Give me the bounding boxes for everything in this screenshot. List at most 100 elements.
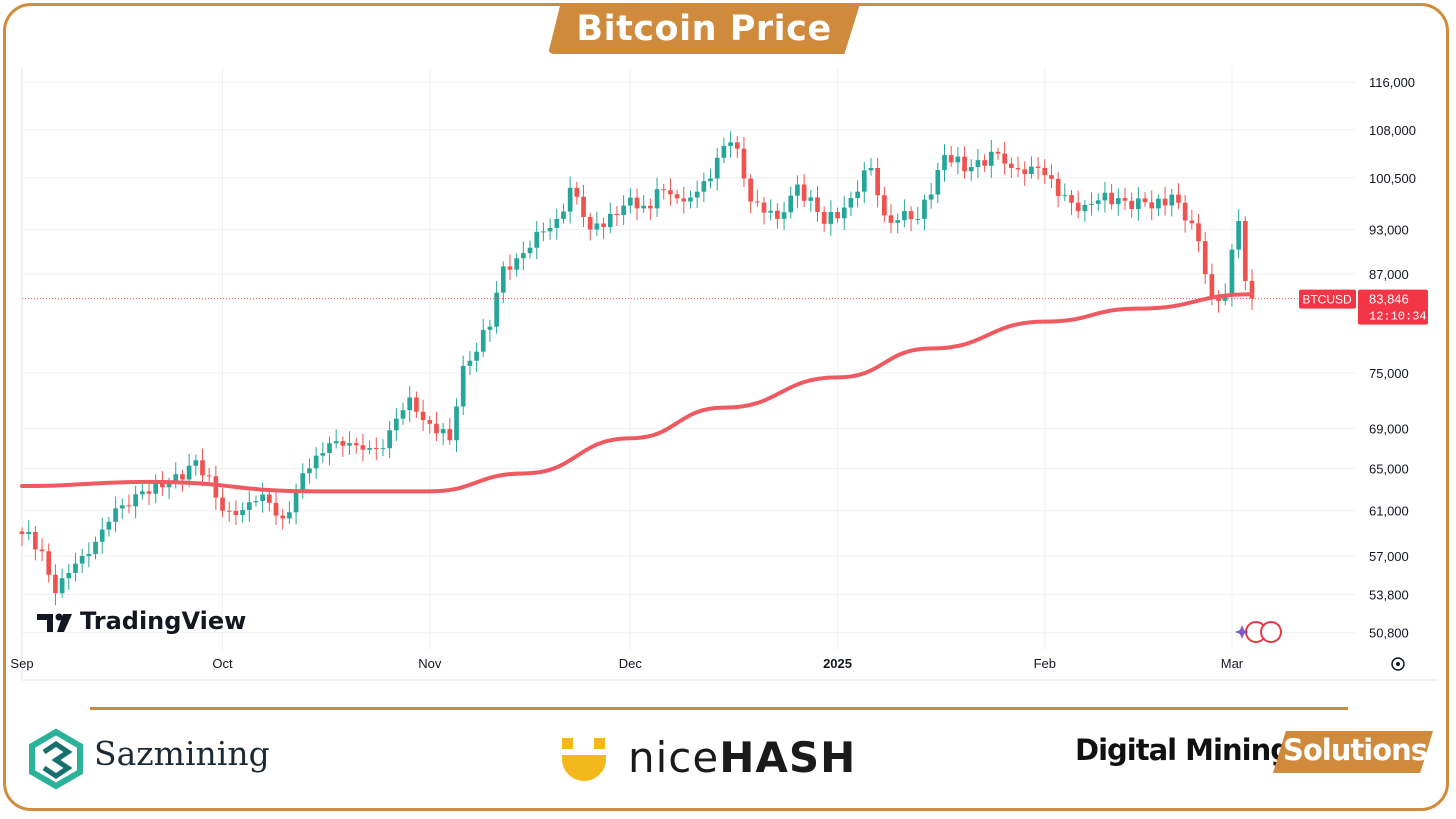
footer-divider bbox=[90, 707, 1348, 710]
candle-body bbox=[714, 157, 720, 179]
candle-body bbox=[494, 292, 499, 327]
nicehash-light-part: nice bbox=[628, 733, 720, 782]
candle-body bbox=[775, 210, 780, 219]
candle-body bbox=[721, 145, 727, 158]
candle-body bbox=[1209, 274, 1215, 298]
candle-body bbox=[1082, 204, 1088, 212]
candle-body bbox=[427, 420, 433, 424]
candle-body bbox=[186, 465, 192, 480]
candle-body bbox=[467, 360, 473, 366]
candle-body bbox=[353, 443, 359, 446]
candle-body bbox=[627, 197, 633, 206]
candle-body bbox=[333, 441, 339, 444]
moving-average-line bbox=[20, 292, 1254, 494]
x-tick-label: Oct bbox=[212, 656, 233, 671]
chart-settings-icon-center bbox=[1396, 662, 1400, 666]
candle-body bbox=[66, 572, 72, 579]
candle-body bbox=[1169, 194, 1175, 206]
candle-body bbox=[915, 218, 921, 220]
candle-body bbox=[119, 505, 125, 509]
candle-body bbox=[1176, 194, 1181, 203]
candle-body bbox=[1242, 221, 1248, 281]
candle-body bbox=[1216, 297, 1221, 301]
event-flag-icon bbox=[1260, 621, 1282, 643]
candle-body bbox=[1115, 198, 1121, 205]
candle-body bbox=[480, 329, 486, 352]
candle-body bbox=[995, 151, 1001, 154]
candle-body bbox=[514, 258, 520, 270]
tradingview-logo-icon bbox=[37, 614, 53, 632]
candle-body bbox=[1149, 202, 1155, 209]
candle-body bbox=[708, 178, 713, 182]
candle-body bbox=[1102, 192, 1108, 201]
candle-body bbox=[173, 474, 179, 484]
candle-body bbox=[1089, 203, 1094, 205]
sazmining-wordmark: Sazmining bbox=[94, 734, 270, 773]
y-tick-label: 100,500 bbox=[1369, 171, 1416, 186]
candle-body bbox=[1062, 195, 1068, 197]
candle-body bbox=[641, 205, 647, 209]
candle-body bbox=[581, 196, 586, 217]
candle-body bbox=[654, 189, 660, 209]
symbol-label: BTCUSD bbox=[1302, 293, 1352, 307]
candle-body bbox=[821, 211, 827, 224]
candle-body bbox=[59, 578, 65, 594]
candle-body bbox=[1156, 198, 1161, 209]
candle-body bbox=[541, 231, 546, 233]
candle-body bbox=[266, 494, 272, 503]
candle-body bbox=[213, 476, 219, 498]
candle-body bbox=[1222, 295, 1228, 301]
x-tick-label: Feb bbox=[1034, 656, 1056, 671]
candle-body bbox=[454, 406, 459, 441]
candle-body bbox=[1109, 192, 1114, 205]
price-badge bbox=[1358, 289, 1428, 325]
dms-tab-text: Solutions bbox=[1283, 733, 1428, 767]
candle-body bbox=[1129, 200, 1135, 210]
nicehash-wordmark: niceHASH bbox=[628, 733, 856, 782]
candle-body bbox=[868, 167, 874, 171]
candle-body bbox=[253, 501, 259, 503]
x-tick-label: Mar bbox=[1221, 656, 1244, 671]
candle-body bbox=[781, 212, 787, 219]
y-tick-label: 65,000 bbox=[1369, 461, 1409, 476]
candle-body bbox=[527, 247, 533, 254]
candle-body bbox=[808, 197, 814, 201]
candle-body bbox=[1162, 198, 1168, 206]
candle-body bbox=[500, 266, 506, 293]
candle-body bbox=[848, 198, 854, 208]
tradingview-watermark-text: TradingView bbox=[80, 607, 247, 635]
candle-body bbox=[86, 553, 92, 556]
candle-body bbox=[373, 448, 379, 450]
candle-body bbox=[33, 532, 38, 550]
candle-body bbox=[768, 210, 774, 213]
candle-body bbox=[801, 184, 807, 201]
candle-body bbox=[273, 502, 279, 516]
candle-body bbox=[1055, 178, 1061, 197]
candle-body bbox=[320, 453, 326, 456]
candle-body bbox=[734, 142, 740, 149]
candle-body bbox=[226, 510, 232, 512]
x-tick-label: Nov bbox=[418, 656, 442, 671]
last-price-label: 83,846 bbox=[1369, 292, 1409, 307]
candle-body bbox=[634, 197, 640, 209]
candle-body bbox=[534, 231, 540, 248]
candle-body bbox=[1136, 198, 1141, 210]
candle-body bbox=[728, 142, 733, 146]
candle-body bbox=[240, 509, 245, 516]
candle-body bbox=[741, 148, 747, 179]
y-tick-label: 57,000 bbox=[1369, 549, 1409, 564]
candle-body bbox=[942, 155, 947, 171]
candle-body bbox=[193, 460, 199, 466]
candle-body bbox=[1236, 221, 1241, 250]
candle-body bbox=[200, 460, 205, 476]
candle-body bbox=[688, 197, 693, 202]
candle-body bbox=[139, 491, 145, 495]
candle-body bbox=[1015, 167, 1021, 170]
candle-body bbox=[1196, 223, 1201, 242]
candle-body bbox=[327, 443, 332, 454]
candle-body bbox=[855, 191, 860, 199]
candle-body bbox=[39, 549, 45, 552]
chart-settings-icon[interactable] bbox=[1391, 657, 1405, 671]
candle-body bbox=[567, 187, 573, 212]
